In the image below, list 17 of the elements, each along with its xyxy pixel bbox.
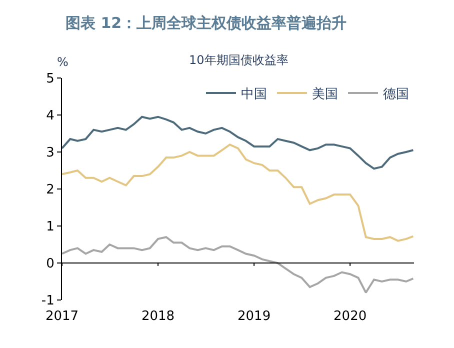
y-tick-label: 5 xyxy=(46,72,54,87)
y-tick-label: 0 xyxy=(46,256,54,272)
x-tick-label: 2017 xyxy=(45,309,79,324)
legend-label: 德国 xyxy=(383,87,409,102)
legend-label: 美国 xyxy=(312,86,338,102)
x-tick-label: 2019 xyxy=(238,309,271,324)
chart-subtitle: 10年期国债收益率 xyxy=(189,53,288,67)
y-tick-label: 2 xyxy=(46,182,54,198)
y-tick-label: -1 xyxy=(41,294,54,309)
y-tick-label: 1 xyxy=(46,220,54,235)
legend-label: 中国 xyxy=(241,87,267,102)
x-tick-label: 2020 xyxy=(334,309,367,324)
y-axis-title: % xyxy=(57,55,68,69)
y-tick-label: 3 xyxy=(46,146,54,161)
y-tick-label: 4 xyxy=(46,108,54,124)
chart-title: 图表 12：上周全球主权债收益率普遍抬升 xyxy=(66,14,347,32)
x-tick-label: 2018 xyxy=(141,309,175,324)
